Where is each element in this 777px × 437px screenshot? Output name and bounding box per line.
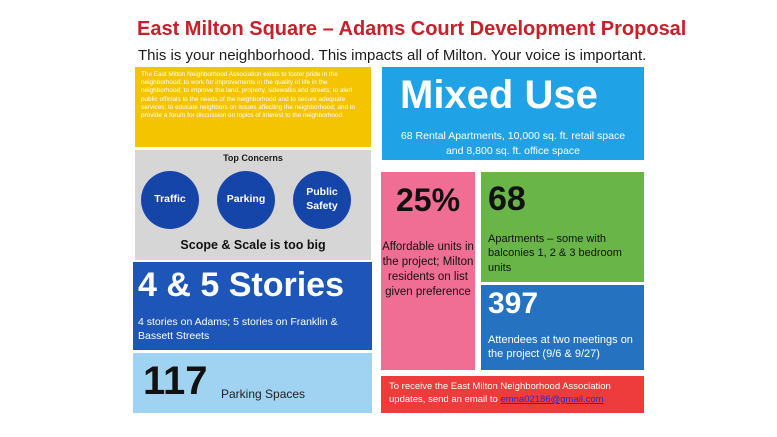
mixed-use-headline: Mixed Use: [400, 73, 598, 117]
page-title: East Milton Square – Adams Court Develop…: [137, 18, 687, 40]
mixed-use-line-1: 68 Rental Apartments, 10,000 sq. ft. ret…: [400, 130, 626, 142]
concern-traffic: Traffic: [141, 171, 199, 229]
stories-headline: 4 & 5 Stories: [138, 266, 344, 304]
email-signup-text: To receive the East Milton Neighborhood …: [389, 381, 611, 405]
apartments-detail: Apartments – some with balconies 1, 2 & …: [488, 233, 622, 274]
parking-number: 117: [143, 359, 208, 403]
affordable-percent: 25%: [395, 182, 461, 218]
concern-public-safety: Public Safety: [293, 171, 351, 229]
concern-parking: Parking: [217, 171, 275, 229]
email-link[interactable]: emna02186@gmail.com: [500, 393, 604, 405]
attendees-box: 397 Attendees at two meetings on the pro…: [481, 285, 644, 370]
apartments-number: 68: [488, 180, 526, 218]
top-concerns-box: Top Concerns Traffic Parking Public Safe…: [135, 150, 371, 260]
page-subtitle: This is your neighborhood. This impacts …: [138, 47, 647, 64]
parking-box: 117 Parking Spaces: [133, 353, 372, 413]
stories-detail: 4 stories on Adams; 5 stories on Frankli…: [138, 316, 338, 342]
mission-statement-box: The East Milton Neighborhood Association…: [135, 67, 371, 147]
stories-box: 4 & 5 Stories 4 stories on Adams; 5 stor…: [133, 262, 372, 350]
concern-label: Public Safety: [306, 186, 338, 212]
concern-label: Parking: [226, 193, 266, 206]
top-concerns-heading: Top Concerns: [223, 153, 283, 163]
mixed-use-line-2: and 8,800 sq. ft. office space: [445, 145, 581, 158]
mixed-use-box: Mixed Use 68 Rental Apartments, 10,000 s…: [382, 67, 644, 160]
attendees-detail: Attendees at two meetings on the project…: [488, 334, 633, 361]
concern-label: Traffic: [154, 193, 186, 206]
parking-label: Parking Spaces: [221, 387, 306, 401]
affordable-detail: Affordable units in the project; Milton …: [382, 241, 474, 298]
apartments-box: 68 Apartments – some with balconies 1, 2…: [481, 172, 644, 282]
affordable-box: 25% Affordable units in the project; Mil…: [381, 172, 475, 370]
mission-statement-text: The East Milton Neighborhood Association…: [141, 71, 356, 119]
email-signup-box: To receive the East Milton Neighborhood …: [381, 376, 644, 413]
scope-scale-statement: Scope & Scale is too big: [180, 238, 326, 252]
mixed-use-detail: 68 Rental Apartments, 10,000 sq. ft. ret…: [382, 129, 644, 159]
attendees-number: 397: [488, 287, 539, 320]
